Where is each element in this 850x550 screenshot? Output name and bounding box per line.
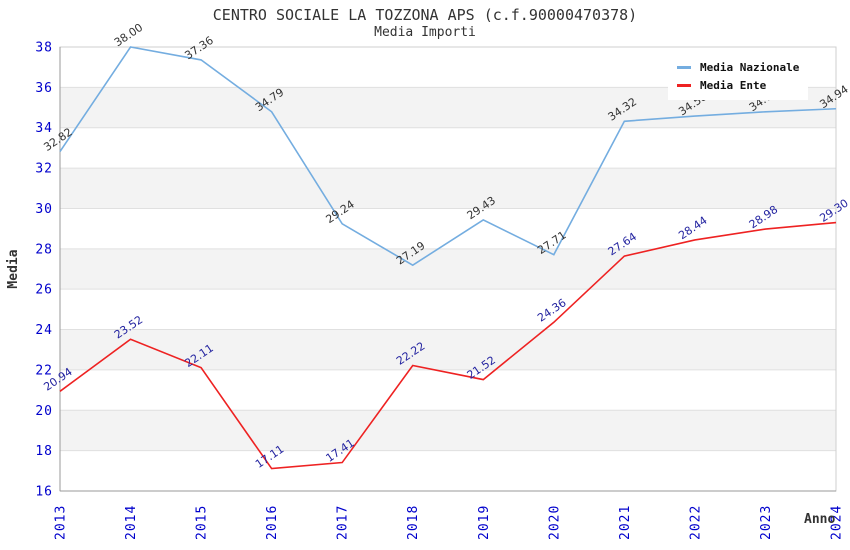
y-tick-label: 26	[35, 283, 53, 298]
plot-band	[60, 168, 836, 209]
x-tick-label: 2024	[830, 505, 845, 540]
y-tick-label: 30	[35, 202, 53, 217]
plot-band	[60, 289, 836, 330]
x-tick-label: 2013	[54, 505, 69, 540]
y-tick-label: 36	[35, 81, 53, 96]
y-tick-label: 34	[35, 121, 53, 136]
x-tick-label: 2023	[759, 505, 774, 540]
series-line-media-ente	[59, 221, 837, 470]
y-tick-label: 16	[35, 485, 53, 500]
x-tick-label: 2018	[406, 505, 421, 540]
x-tick-label: 2019	[477, 505, 492, 540]
legend-line-icon	[677, 84, 691, 87]
chart-title: CENTRO SOCIALE LA TOZZONA APS (c.f.90000…	[212, 6, 638, 24]
y-tick-label: 22	[35, 363, 53, 378]
x-tick-label: 2020	[547, 505, 562, 540]
plot-band	[60, 369, 836, 411]
y-axis-title: Media	[6, 249, 21, 289]
legend-label: Media Ente	[700, 79, 767, 92]
x-tick-label: 2015	[195, 505, 210, 540]
x-axis-title: Anno	[804, 512, 836, 527]
plot-band	[60, 248, 836, 290]
plot-band	[60, 450, 836, 491]
y-tick-label: 24	[35, 323, 53, 338]
series-line-media-nazionale	[59, 46, 837, 267]
legend-item: Media Ente	[677, 79, 799, 92]
legend: Media Nazionale Media Ente	[668, 55, 809, 100]
y-tick-label: 38	[35, 41, 53, 56]
y-tick-label: 28	[35, 242, 53, 257]
x-tick-label: 2021	[618, 505, 633, 540]
plot-band	[60, 410, 836, 451]
plot-band	[60, 329, 836, 370]
legend-line-icon	[677, 66, 691, 69]
y-tick-label: 20	[35, 404, 53, 419]
x-tick-label: 2022	[688, 505, 703, 540]
legend-item: Media Nazionale	[677, 61, 799, 74]
x-tick-label: 2017	[336, 505, 351, 540]
y-tick-label: 32	[35, 162, 53, 177]
plot-band	[60, 127, 836, 169]
legend-label: Media Nazionale	[700, 61, 800, 74]
data-label: 38.00	[112, 21, 145, 49]
y-tick-label: 18	[35, 444, 53, 459]
chart-subtitle: Media Importi	[374, 25, 476, 40]
x-tick-label: 2014	[124, 505, 139, 540]
x-tick-label: 2016	[265, 505, 280, 540]
